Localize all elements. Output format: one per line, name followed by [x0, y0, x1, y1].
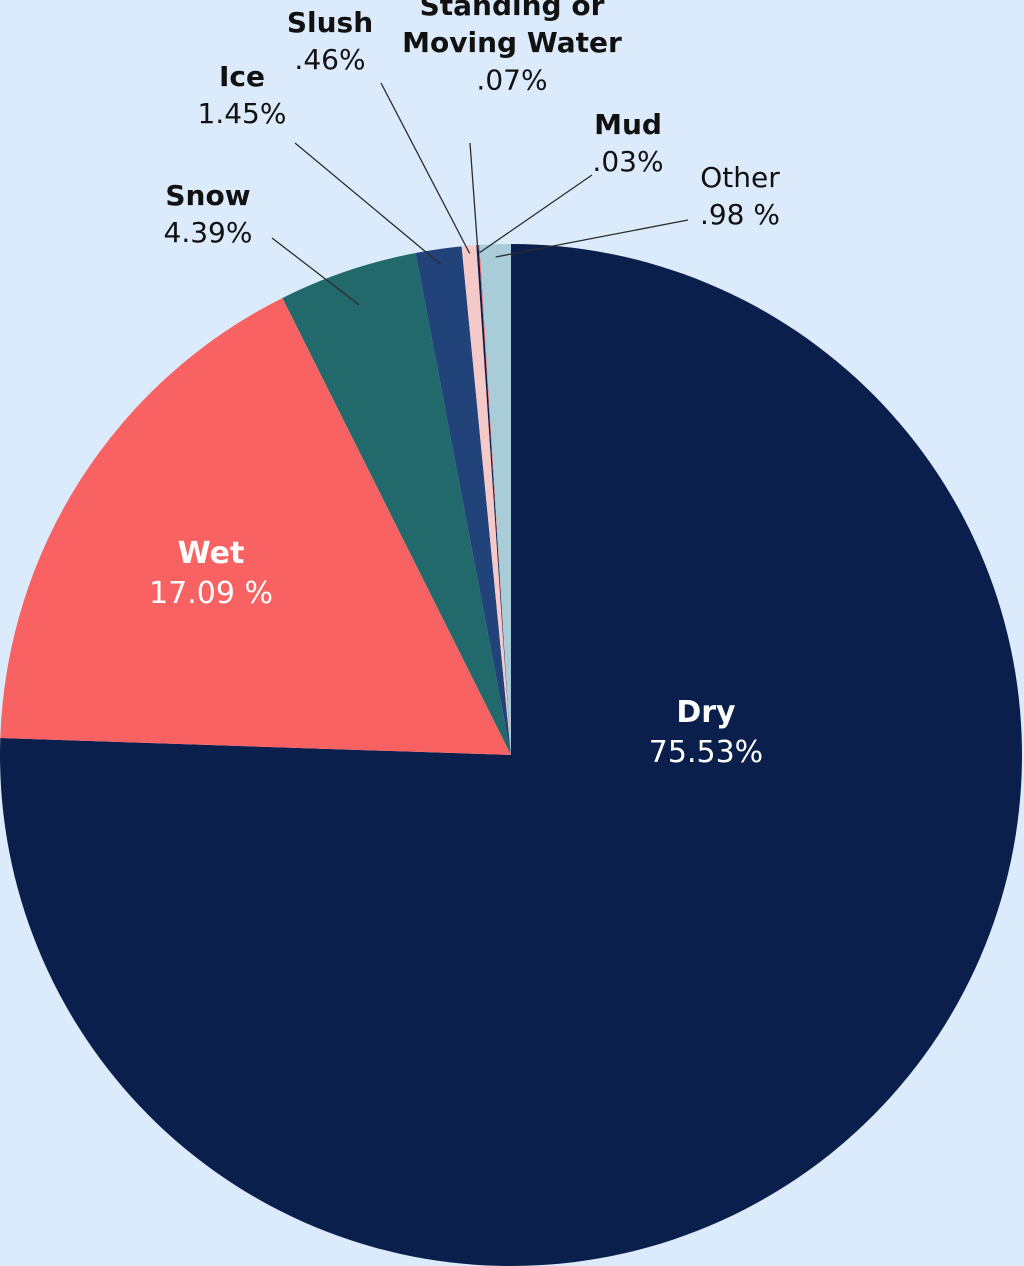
slice-label-other: Other [700, 161, 780, 194]
slice-value-dry: 75.53% [649, 735, 763, 770]
slice-value-mud: .03% [592, 145, 663, 178]
slice-label-standing-or-moving-water-line-2: Moving Water [402, 26, 622, 59]
slice-label-wet: Wet [178, 536, 245, 571]
leader-line-standing-or-moving-water [469, 142, 479, 251]
leader-line-slush [380, 82, 471, 254]
leader-line-snow [271, 237, 360, 306]
slice-snow [282, 252, 511, 755]
slice-wet [0, 297, 511, 755]
slice-label-snow: Snow [165, 179, 250, 212]
slice-value-snow: 4.39% [164, 216, 253, 249]
slice-value-other: .98 % [700, 198, 780, 231]
slice-dry [0, 244, 1022, 1266]
slice-label-standing-or-moving-water-line-1: Standing or [420, 0, 605, 22]
slice-value-slush: .46% [294, 43, 365, 76]
leader-line-other [495, 219, 689, 258]
leader-line-ice [294, 142, 442, 265]
slice-slush [461, 245, 511, 755]
slice-label-dry: Dry [676, 695, 736, 730]
pie-labels: Dry 75.53% Wet 17.09 % Snow 4.39% Ice 1.45% Slus… [149, 0, 780, 770]
slice-value-ice: 1.45% [198, 97, 287, 130]
slice-mud [478, 244, 511, 755]
slice-ice [415, 246, 511, 755]
slice-other [479, 244, 511, 755]
slice-label-mud: Mud [594, 108, 662, 141]
slice-standing-or-moving-water [476, 245, 511, 755]
slice-label-slush: Slush [287, 6, 373, 39]
slice-value-wet: 17.09 % [149, 576, 273, 611]
leader-line-mud [479, 174, 593, 254]
pie-slices [0, 244, 1022, 1266]
slice-value-standing-or-moving-water: .07% [476, 63, 547, 96]
slice-label-ice: Ice [219, 60, 265, 93]
